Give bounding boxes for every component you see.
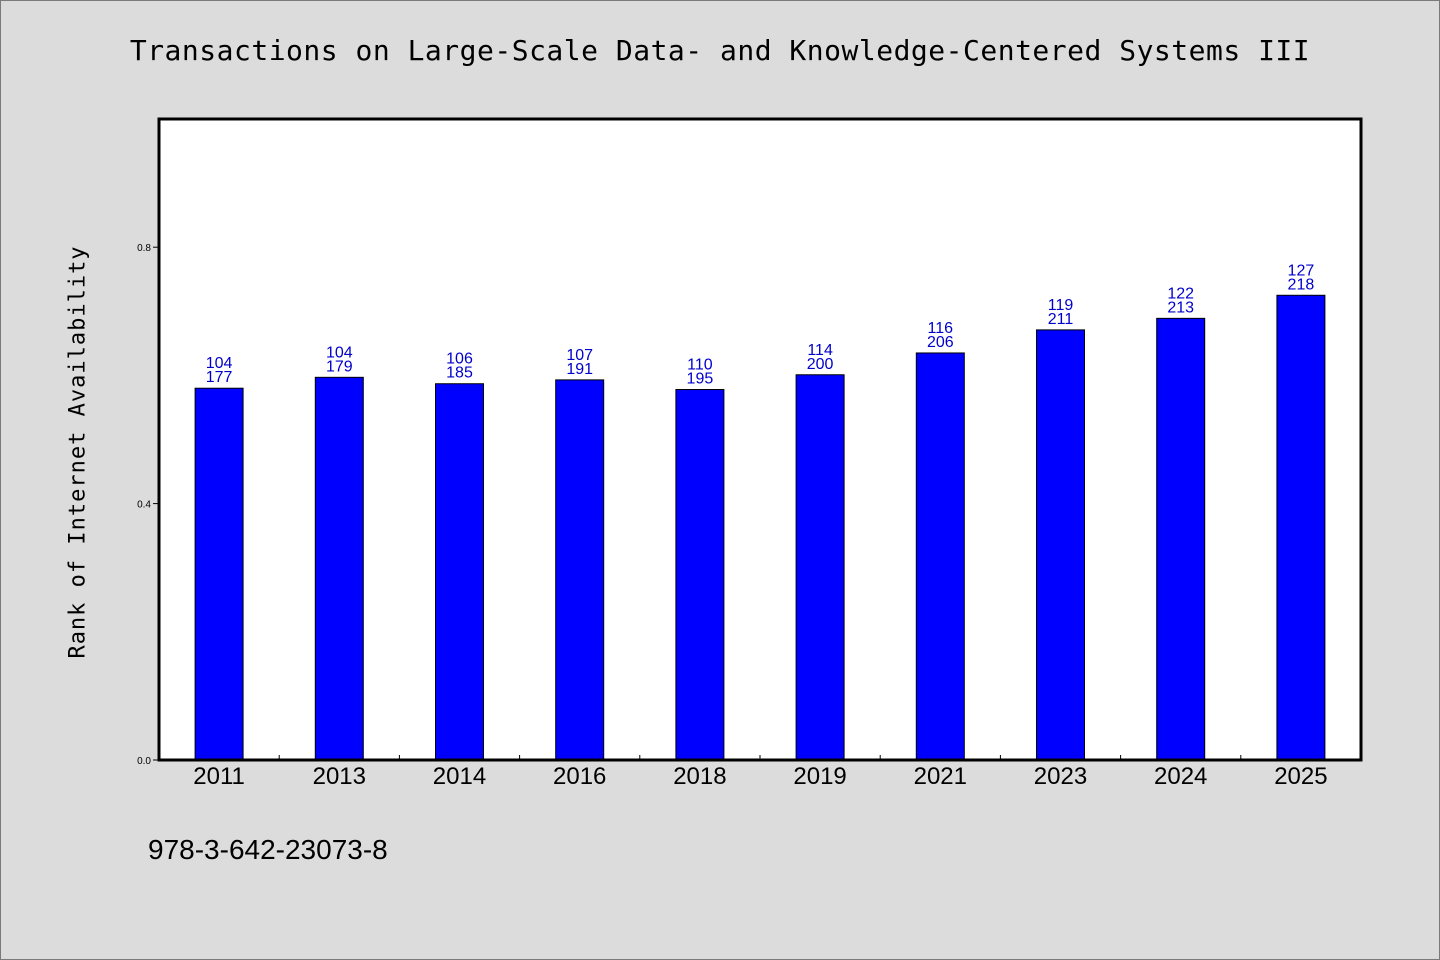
data-label-bottom: 206 [927, 334, 954, 351]
plot-border [157, 117, 1363, 762]
bar-2021 [915, 352, 965, 761]
data-label-bottom: 195 [687, 371, 714, 388]
y-tick-label: 0.8 [137, 243, 151, 254]
data-label-top: 119 [1048, 297, 1074, 314]
bar-2024 [1156, 317, 1206, 761]
x-tick-label: 2013 [313, 763, 366, 790]
y-axis: 0.0 0.4 0.8 [137, 243, 159, 767]
data-label-top: 107 [566, 347, 593, 364]
bar-2019 [795, 374, 845, 761]
x-tick-label: 2024 [1154, 763, 1207, 790]
data-label-top: 104 [206, 355, 233, 372]
chart-title: Transactions on Large-Scale Data- and Kn… [129, 34, 1311, 67]
data-label-bottom: 191 [566, 361, 593, 378]
bars [194, 294, 1326, 761]
data-label-top: 106 [446, 351, 473, 368]
x-tick-label: 2011 [193, 763, 245, 790]
data-label-top: 116 [928, 320, 954, 337]
data-label-bottom: 177 [206, 369, 233, 386]
data-label-top: 104 [326, 344, 353, 361]
bar-2018 [675, 389, 725, 761]
bar-2011 [194, 387, 244, 761]
isbn-text: 978-3-642-23073-8 [148, 834, 388, 865]
x-tick-label: 2025 [1274, 763, 1327, 790]
data-label-bottom: 211 [1048, 311, 1074, 328]
x-tick-label: 2016 [553, 763, 606, 790]
bar-2014 [435, 383, 484, 761]
x-tick-label: 2014 [433, 763, 486, 790]
data-label-bottom: 218 [1288, 276, 1315, 293]
x-tick-label: 2023 [1034, 763, 1087, 790]
y-tick-label: 0.4 [137, 500, 151, 511]
x-tick-label: 2018 [673, 763, 726, 790]
data-label-top: 122 [1167, 285, 1194, 302]
data-label-bottom: 185 [446, 365, 473, 382]
data-label-top: 114 [807, 342, 833, 359]
data-label-bottom: 179 [326, 358, 353, 375]
x-axis: 2011 2013 2014 2016 2018 2019 2021 2023 2024 2025 [193, 755, 1328, 790]
x-tick-label: 2021 [914, 763, 967, 790]
bar-2023 [1036, 329, 1085, 761]
y-tick-label: 0.0 [137, 756, 151, 767]
data-label-bottom: 213 [1167, 299, 1194, 316]
data-label-top: 110 [687, 357, 713, 374]
data-label-bottom: 200 [807, 356, 834, 373]
bar-2016 [555, 379, 605, 761]
bar-2013 [314, 376, 364, 761]
x-tick-label: 2019 [793, 763, 846, 790]
bar-2025 [1276, 294, 1326, 761]
data-label-top: 127 [1288, 262, 1315, 279]
